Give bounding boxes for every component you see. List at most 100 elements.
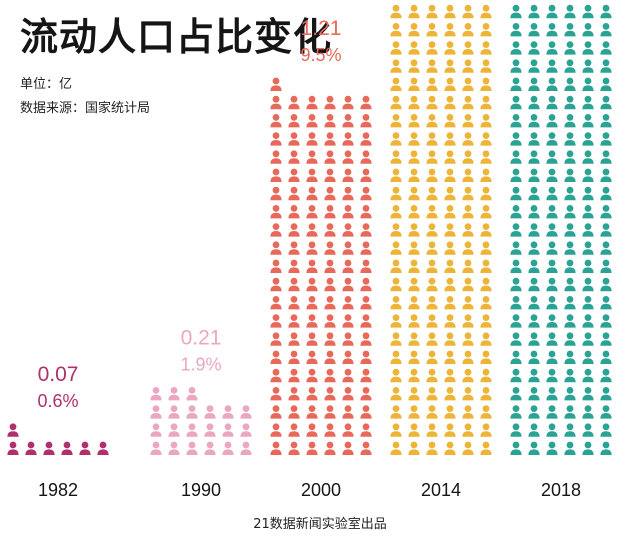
person-icon bbox=[288, 205, 300, 219]
person-icon bbox=[444, 41, 456, 55]
person-icon bbox=[426, 332, 438, 346]
person-icon bbox=[528, 114, 540, 128]
person-icon bbox=[360, 277, 372, 292]
person-icon bbox=[222, 441, 234, 455]
person-icon bbox=[270, 387, 282, 401]
person-icon bbox=[342, 314, 354, 328]
person-icon bbox=[528, 332, 540, 346]
person-icon bbox=[390, 150, 402, 164]
person-icon bbox=[444, 132, 456, 146]
person-icon bbox=[510, 168, 522, 182]
person-icon bbox=[306, 296, 318, 310]
person-icon bbox=[600, 132, 612, 146]
person-icon bbox=[444, 241, 456, 255]
person-icon bbox=[324, 350, 336, 364]
person-icon bbox=[288, 405, 300, 419]
person-icon bbox=[408, 23, 420, 37]
person-icon bbox=[240, 405, 252, 419]
person-icon bbox=[444, 259, 456, 273]
person-icon bbox=[444, 277, 456, 292]
person-icon bbox=[510, 387, 522, 401]
person-icon bbox=[288, 186, 300, 201]
page-title: 流动人口占比变化 bbox=[20, 15, 333, 59]
person-icon bbox=[444, 423, 456, 437]
person-icon bbox=[408, 150, 420, 164]
person-icon bbox=[510, 59, 522, 73]
person-icon bbox=[342, 332, 354, 346]
bar-1990: 0.21 1.9% bbox=[150, 326, 252, 455]
person-icon bbox=[444, 23, 456, 37]
person-icon bbox=[270, 241, 282, 255]
person-icon bbox=[480, 259, 492, 273]
person-icon bbox=[168, 423, 180, 437]
person-icon bbox=[342, 132, 354, 146]
person-icon bbox=[462, 350, 474, 364]
person-icon bbox=[426, 205, 438, 219]
person-icon bbox=[324, 168, 336, 182]
person-icon bbox=[426, 441, 438, 455]
person-icon bbox=[342, 441, 354, 455]
person-icon bbox=[564, 95, 576, 110]
person-icon bbox=[462, 296, 474, 310]
person-icon bbox=[390, 259, 402, 273]
person-icon bbox=[288, 368, 300, 383]
person-icon bbox=[360, 296, 372, 310]
person-icon bbox=[600, 23, 612, 37]
person-icon bbox=[306, 441, 318, 455]
person-icon bbox=[426, 186, 438, 201]
person-icon bbox=[528, 259, 540, 273]
person-icon bbox=[61, 441, 73, 455]
person-icon bbox=[288, 241, 300, 255]
person-icon bbox=[564, 332, 576, 346]
person-icon bbox=[510, 95, 522, 110]
person-icon bbox=[390, 114, 402, 128]
person-icon bbox=[306, 186, 318, 201]
person-icon bbox=[390, 77, 402, 91]
person-icon bbox=[564, 168, 576, 182]
person-icon bbox=[324, 387, 336, 401]
person-icon bbox=[546, 150, 558, 164]
person-icon bbox=[342, 150, 354, 164]
percent-label-1982: 0.6% bbox=[37, 391, 78, 411]
person-icon bbox=[444, 150, 456, 164]
person-icon bbox=[306, 114, 318, 128]
person-icon bbox=[600, 259, 612, 273]
person-icon bbox=[324, 186, 336, 201]
person-icon bbox=[564, 41, 576, 55]
person-icon bbox=[390, 186, 402, 201]
year-label-2014: 2014 bbox=[421, 480, 461, 500]
person-icon bbox=[390, 368, 402, 383]
person-icon bbox=[390, 314, 402, 328]
person-icon bbox=[462, 441, 474, 455]
person-icon bbox=[528, 241, 540, 255]
person-icon bbox=[270, 423, 282, 437]
person-icon bbox=[390, 41, 402, 55]
person-icon bbox=[480, 168, 492, 182]
person-icon bbox=[390, 405, 402, 419]
person-icon bbox=[480, 23, 492, 37]
person-icon bbox=[564, 150, 576, 164]
person-icon bbox=[270, 205, 282, 219]
person-icon bbox=[426, 4, 438, 19]
person-icon bbox=[462, 223, 474, 237]
person-icon bbox=[426, 423, 438, 437]
person-icon bbox=[360, 368, 372, 383]
person-icon bbox=[408, 314, 420, 328]
person-icon bbox=[390, 4, 402, 19]
person-icon bbox=[426, 277, 438, 292]
person-icon bbox=[564, 423, 576, 437]
person-icon bbox=[444, 59, 456, 73]
person-icon bbox=[324, 277, 336, 292]
person-icon bbox=[444, 186, 456, 201]
person-icon bbox=[408, 405, 420, 419]
person-icon bbox=[582, 259, 594, 273]
person-icon bbox=[324, 441, 336, 455]
person-icon bbox=[582, 59, 594, 73]
person-icon bbox=[600, 150, 612, 164]
person-icon bbox=[444, 387, 456, 401]
person-icon bbox=[408, 95, 420, 110]
person-icon bbox=[462, 41, 474, 55]
person-icon bbox=[342, 277, 354, 292]
person-icon bbox=[546, 186, 558, 201]
